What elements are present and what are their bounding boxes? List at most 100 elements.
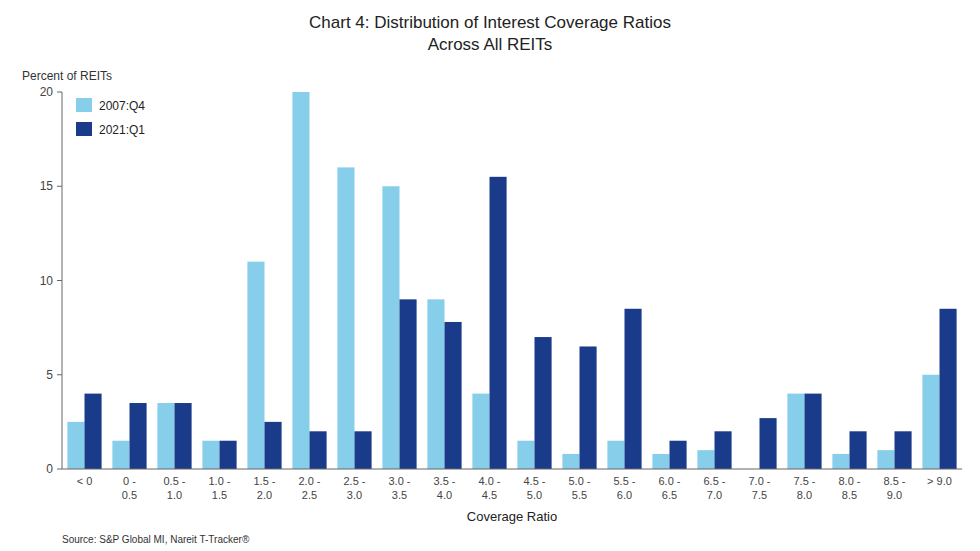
bar [157,403,174,469]
y-tick [57,186,62,187]
y-tick-label: 20 [40,85,54,99]
x-tick-label: 3.0 - 3.5 [388,475,410,501]
x-tick-label-line: 1.5 - [253,475,275,487]
y-tick [57,374,62,375]
x-tick-label-line: 5.0 - [568,475,590,487]
bar [895,431,912,469]
bar [625,309,642,469]
bar [607,441,624,469]
y-axis [62,92,63,469]
bar [922,375,939,469]
x-tick-label-line: 8.0 [797,489,812,501]
bar [697,450,714,469]
bar [562,454,579,469]
x-tick-label-line: 2.5 - [343,475,365,487]
x-tick-label-line: 9.0 [887,489,902,501]
x-tick-label-line: 5.5 [572,489,587,501]
bar [805,394,822,469]
y-tick [57,280,62,281]
bar [445,322,462,469]
x-tick-label: 7.5 - 8.0 [793,475,815,501]
x-tick-label-line: 0.5 - [163,475,185,487]
x-tick-label-line: 1.0 [167,489,182,501]
legend-label: 2007:Q4 [99,99,145,113]
x-tick-label-line: 4.5 - [523,475,545,487]
x-tick-label-line: 6.5 [662,489,677,501]
bar [382,186,399,469]
bar [670,441,687,469]
bar [202,441,219,469]
legend-label: 2021:Q1 [99,123,145,137]
x-tick-label-line: 6.0 - [658,475,680,487]
x-tick-label: 7.0 -7.5 [748,475,770,501]
bar [292,92,309,469]
x-tick-label-line: 2.5 [302,489,317,501]
y-tick-label: 5 [46,368,53,382]
bar [265,422,282,469]
x-tick-label: 1.5 - 2.0 [253,475,275,501]
y-tick-label: 10 [40,274,54,288]
y-axis-label: Percent of REITs [22,69,112,83]
y-tick [57,469,62,470]
bar [427,299,444,469]
bar [832,454,849,469]
x-tick-label-line: 3.5 - [433,475,455,487]
x-tick-label-line: 3.0 - [388,475,410,487]
x-tick-label: 0.5 - 1.0 [163,475,185,501]
bar [787,394,804,469]
bar [112,441,129,469]
bar [715,431,732,469]
x-tick-label-line: 6.0 [617,489,632,501]
x-tick-label: 6.0 - 6.5 [658,475,680,501]
x-tick-label-line: 0 - [123,475,136,487]
legend: 2007:Q4 2021:Q1 [76,98,145,137]
bar [310,431,327,469]
x-tick-label-line: 2.0 - [298,475,320,487]
x-tick-label-line: 7.0 [707,489,722,501]
x-tick-label-line: 5.5 - [613,475,635,487]
x-axis [62,469,962,470]
bar [355,431,372,469]
x-tick-label: 0 -0.5 [122,475,137,501]
x-tick-label-line: 0.5 [122,489,137,501]
x-tick-label-line: 4.5 [482,489,497,501]
x-tick-label-line: < 0 [77,475,93,487]
legend-swatch [76,122,92,136]
bar [760,418,777,469]
bar [517,441,534,469]
x-tick-label-line: 1.0 - [208,475,230,487]
bar [940,309,957,469]
bar [175,403,192,469]
bar [850,431,867,469]
x-tick-label-line: 8.5 - [883,475,905,487]
x-tick-label-line: 5.0 [527,489,542,501]
bar [67,422,84,469]
x-tick-label-line: > 9.0 [927,475,952,487]
x-tick-label-line: 4.0 - [478,475,500,487]
x-tick-label-line: 1.5 [212,489,227,501]
bar [400,299,417,469]
bar [580,346,597,469]
x-tick-label-line: 8.5 [842,489,857,501]
x-tick-label: 2.5 -3.0 [343,475,365,501]
y-tick [57,92,62,93]
bar [877,450,894,469]
subtitle: Across All REITs [428,35,553,54]
title: Chart 4: Distribution of Interest Covera… [309,13,671,32]
x-tick-label: 5.0 - 5.5 [568,475,590,501]
y-tick-label: 15 [40,179,54,193]
x-tick-label: < 0 [77,475,93,487]
x-tick-label: 8.0 -8.5 [838,475,860,501]
bar [652,454,669,469]
x-tick-label: 3.5 -4.0 [433,475,455,501]
x-tick-label: > 9.0 [927,475,952,487]
x-tick-label-line: 7.5 - [793,475,815,487]
x-tick-label: 6.5 - 7.0 [703,475,725,501]
bar [220,441,237,469]
x-tick-label-line: 2.0 [257,489,272,501]
bars [67,92,956,469]
x-tick-label-line: 6.5 - [703,475,725,487]
bar [130,403,147,469]
bar [247,262,264,469]
x-tick-label-line: 3.5 [392,489,407,501]
